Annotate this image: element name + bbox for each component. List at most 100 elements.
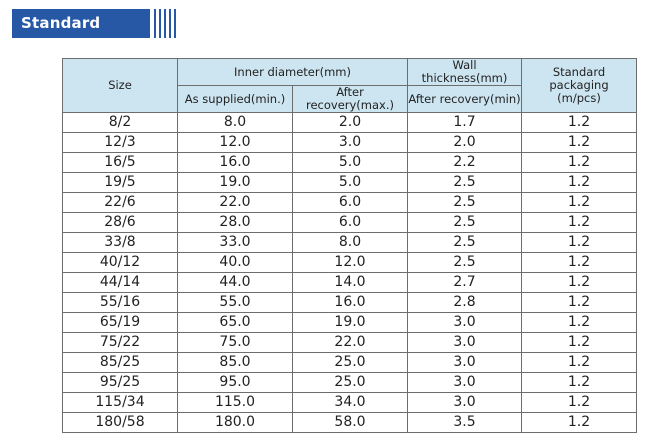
- cell-as-supplied: 180.0: [177, 412, 293, 433]
- cell-size: 85/25: [62, 352, 178, 373]
- cell-size: 16/5: [62, 152, 178, 173]
- cell-after-recovery-max: 22.0: [292, 332, 408, 353]
- cell-size: 75/22: [62, 332, 178, 353]
- cell-after-recovery-max: 5.0: [292, 152, 408, 173]
- table-row: 55/16 55.0 16.0 2.8 1.2: [62, 292, 637, 313]
- cell-standard-packaging: 1.2: [521, 352, 637, 373]
- cell-after-recovery-max: 25.0: [292, 372, 408, 393]
- table-row: 22/6 22.0 6.0 2.5 1.2: [62, 192, 637, 213]
- header-after-recovery-min: After recovery(min): [407, 85, 522, 113]
- cell-after-recovery-max: 34.0: [292, 392, 408, 413]
- cell-size: 19/5: [62, 172, 178, 193]
- cell-size: 40/12: [62, 252, 178, 273]
- cell-after-recovery-max: 58.0: [292, 412, 408, 433]
- cell-as-supplied: 40.0: [177, 252, 293, 273]
- cell-size: 180/58: [62, 412, 178, 433]
- cell-as-supplied: 33.0: [177, 232, 293, 253]
- header-size: Size: [62, 58, 178, 113]
- cell-as-supplied: 16.0: [177, 152, 293, 173]
- cell-size: 115/34: [62, 392, 178, 413]
- cell-wall-thickness: 3.5: [407, 412, 522, 433]
- cell-after-recovery-max: 16.0: [292, 292, 408, 313]
- header-row-top: Size Inner diameter(mm) Wall thickness(m…: [62, 58, 637, 113]
- cell-size: 65/19: [62, 312, 178, 333]
- table-row: 28/6 28.0 6.0 2.5 1.2: [62, 212, 637, 233]
- cell-as-supplied: 75.0: [177, 332, 293, 353]
- cell-wall-thickness: 2.5: [407, 212, 522, 233]
- decoration-bar: [164, 9, 166, 38]
- table-row: 75/22 75.0 22.0 3.0 1.2: [62, 332, 637, 353]
- cell-after-recovery-max: 6.0: [292, 212, 408, 233]
- cell-after-recovery-max: 14.0: [292, 272, 408, 293]
- cell-size: 44/14: [62, 272, 178, 293]
- table-row: 16/5 16.0 5.0 2.2 1.2: [62, 152, 637, 173]
- header-row-sub: As supplied(min.) After recovery(max.) A…: [63, 85, 637, 113]
- table-header: Size Inner diameter(mm) Wall thickness(m…: [62, 58, 637, 113]
- table-body: 8/2 8.0 2.0 1.7 1.2 12/3 12.0 3.0 2.0 1.2 16/5 16.0…: [62, 112, 637, 433]
- cell-after-recovery-max: 2.0: [292, 112, 408, 133]
- cell-standard-packaging: 1.2: [521, 252, 637, 273]
- cell-after-recovery-max: 6.0: [292, 192, 408, 213]
- cell-after-recovery-max: 12.0: [292, 252, 408, 273]
- header-standard-packaging: Standard packaging (m/pcs): [521, 58, 637, 113]
- cell-after-recovery-max: 8.0: [292, 232, 408, 253]
- cell-wall-thickness: 3.0: [407, 392, 522, 413]
- decoration-bar: [174, 9, 176, 38]
- cell-standard-packaging: 1.2: [521, 312, 637, 333]
- header-wall-thickness: Wall thickness(mm): [407, 58, 522, 86]
- cell-as-supplied: 12.0: [177, 132, 293, 153]
- header-packaging-line2: (m/pcs): [557, 91, 601, 105]
- cell-as-supplied: 8.0: [177, 112, 293, 133]
- cell-wall-thickness: 2.8: [407, 292, 522, 313]
- cell-wall-thickness: 2.5: [407, 232, 522, 253]
- cell-as-supplied: 22.0: [177, 192, 293, 213]
- cell-wall-thickness: 2.2: [407, 152, 522, 173]
- cell-standard-packaging: 1.2: [521, 372, 637, 393]
- cell-standard-packaging: 1.2: [521, 112, 637, 133]
- cell-size: 28/6: [62, 212, 178, 233]
- header-as-supplied: As supplied(min.): [177, 85, 293, 113]
- cell-wall-thickness: 2.0: [407, 132, 522, 153]
- cell-as-supplied: 85.0: [177, 352, 293, 373]
- table-row: 40/12 40.0 12.0 2.5 1.2: [62, 252, 637, 273]
- cell-standard-packaging: 1.2: [521, 132, 637, 153]
- cell-wall-thickness: 3.0: [407, 352, 522, 373]
- cell-size: 22/6: [62, 192, 178, 213]
- cell-size: 12/3: [62, 132, 178, 153]
- cell-after-recovery-max: 5.0: [292, 172, 408, 193]
- cell-standard-packaging: 1.2: [521, 212, 637, 233]
- header-inner-diameter: Inner diameter(mm): [177, 58, 408, 86]
- decoration-bar: [154, 9, 156, 38]
- cell-after-recovery-max: 19.0: [292, 312, 408, 333]
- cell-size: 33/8: [62, 232, 178, 253]
- header-after-recovery-max: After recovery(max.): [292, 85, 408, 113]
- table-row: 33/8 33.0 8.0 2.5 1.2: [62, 232, 637, 253]
- cell-standard-packaging: 1.2: [521, 172, 637, 193]
- cell-wall-thickness: 3.0: [407, 332, 522, 353]
- cell-as-supplied: 19.0: [177, 172, 293, 193]
- cell-standard-packaging: 1.2: [521, 292, 637, 313]
- table-row: 115/34 115.0 34.0 3.0 1.2: [62, 392, 637, 413]
- cell-standard-packaging: 1.2: [521, 412, 637, 433]
- cell-standard-packaging: 1.2: [521, 392, 637, 413]
- cell-standard-packaging: 1.2: [521, 152, 637, 173]
- table-row: 12/3 12.0 3.0 2.0 1.2: [62, 132, 637, 153]
- table-row: 65/19 65.0 19.0 3.0 1.2: [62, 312, 637, 333]
- table-row: 8/2 8.0 2.0 1.7 1.2: [62, 112, 637, 133]
- decoration-bar: [159, 9, 161, 38]
- cell-wall-thickness: 1.7: [407, 112, 522, 133]
- cell-wall-thickness: 2.7: [407, 272, 522, 293]
- cell-wall-thickness: 2.5: [407, 172, 522, 193]
- section-title-banner: Standard Sizes: [12, 9, 150, 61]
- cell-as-supplied: 28.0: [177, 212, 293, 233]
- standard-sizes-table: Size Inner diameter(mm) Wall thickness(m…: [62, 58, 637, 433]
- decoration-bar: [169, 9, 171, 38]
- table-row: 95/25 95.0 25.0 3.0 1.2: [62, 372, 637, 393]
- cell-after-recovery-max: 3.0: [292, 132, 408, 153]
- cell-size: 55/16: [62, 292, 178, 313]
- cell-wall-thickness: 3.0: [407, 372, 522, 393]
- table-row: 85/25 85.0 25.0 3.0 1.2: [62, 352, 637, 373]
- table-row: 44/14 44.0 14.0 2.7 1.2: [62, 272, 637, 293]
- cell-standard-packaging: 1.2: [521, 192, 637, 213]
- cell-wall-thickness: 3.0: [407, 312, 522, 333]
